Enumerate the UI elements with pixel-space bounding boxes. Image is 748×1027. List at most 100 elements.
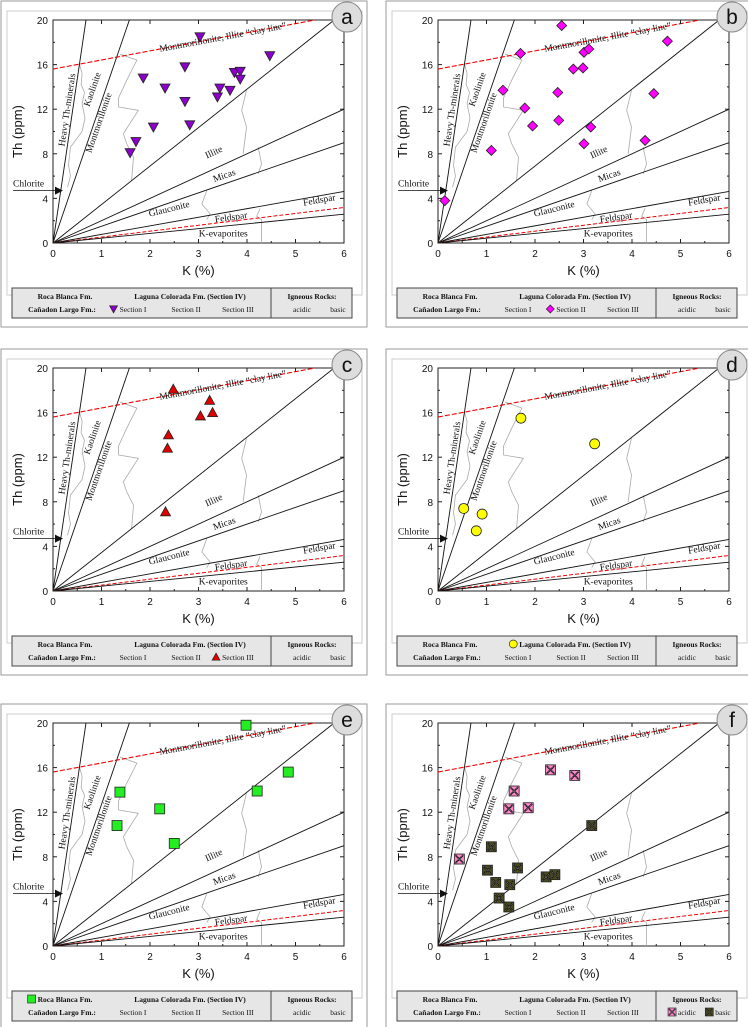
y-tick-label: 8 — [42, 853, 48, 864]
data-point — [504, 879, 516, 891]
legend-canadon: Cañadon Largo Fm.: — [413, 653, 481, 662]
x-tick-label: 0 — [435, 952, 441, 963]
data-point — [527, 120, 539, 132]
zone-boundary — [241, 90, 247, 154]
panel-letter-badge: c — [331, 349, 363, 381]
x-tick-label: 6 — [341, 249, 347, 260]
data-point — [130, 137, 142, 148]
reference-line-feldspar — [437, 539, 730, 592]
legend-basic: basic — [330, 305, 346, 314]
zone-label-feldspar-lower: Feldspar — [599, 559, 634, 574]
x-tick-label: 1 — [484, 249, 490, 260]
legend-s2: Section II — [171, 305, 201, 314]
y-tick-label: 4 — [427, 194, 433, 205]
zone-label-k-evaporites: K-evaporites — [199, 577, 248, 587]
y-tick-label: 16 — [422, 764, 434, 775]
data-point — [453, 853, 465, 865]
x-tick-label: 0 — [50, 597, 56, 608]
y-tick-label: 16 — [422, 409, 434, 420]
legend-roca: Roca Blanca Fm. — [38, 292, 93, 301]
x-tick-label: 6 — [726, 952, 732, 963]
series-laguna — [458, 412, 601, 537]
x-tick-label: 2 — [147, 597, 153, 608]
zone-label-k-evaporites: K-evaporites — [199, 229, 248, 239]
panel-letter-circle — [716, 704, 748, 736]
legend-box — [11, 635, 353, 667]
legend-roca: Roca Blanca Fm. — [423, 640, 478, 649]
x-tick-label: 2 — [532, 952, 538, 963]
legend-marker-basic — [704, 1007, 714, 1017]
marker-cross — [504, 902, 514, 912]
data-point — [458, 503, 470, 514]
panel-letter: b — [726, 6, 738, 29]
y-tick-label: 0 — [427, 587, 433, 598]
data-point — [522, 802, 534, 814]
reference-line-k-evaporites — [437, 916, 730, 947]
y-tick-label: 4 — [42, 194, 48, 205]
y-tick-label: 20 — [37, 719, 49, 730]
reference-line-montmorillonite-illite — [437, 19, 720, 244]
y-tick-label: 0 — [42, 587, 48, 598]
reference-line-micas — [52, 490, 345, 592]
marker-cross — [509, 786, 519, 796]
marker-cross — [705, 1008, 713, 1016]
data-point — [439, 195, 451, 207]
data-point — [137, 73, 149, 84]
legend-basic: basic — [330, 653, 346, 662]
series-acidic — [453, 764, 581, 865]
zone-boundary — [626, 438, 632, 502]
reference-line-montmorillonite-illite — [52, 19, 335, 244]
panel-letter: d — [726, 354, 738, 377]
x-tick-label: 5 — [293, 952, 299, 963]
data-point — [567, 63, 579, 75]
data-point — [282, 766, 294, 778]
reference-line-illite — [52, 811, 345, 947]
chlorite-label: Chlorite — [13, 180, 44, 190]
panel-letter: c — [342, 354, 353, 377]
legend-marker-icon — [27, 994, 36, 1004]
data-point — [168, 838, 180, 849]
reference-line-illite — [52, 108, 345, 244]
data-point — [214, 83, 226, 94]
legend-marker-icon — [211, 652, 221, 661]
y-tick-label: 12 — [37, 105, 49, 116]
panel-border — [385, 703, 748, 1027]
data-point — [552, 86, 564, 99]
legend-basic: basic — [715, 653, 731, 662]
x-tick-label: 4 — [629, 952, 635, 963]
x-axis-label: K (%) — [567, 611, 600, 626]
plot-area: Montmorillonite, Illite “clay line”Heavy… — [422, 719, 732, 963]
legend-roca: Roca Blanca Fm. — [38, 995, 93, 1004]
data-point — [206, 406, 219, 417]
y-axis-label: Th (ppm) — [10, 453, 25, 506]
reference-line-k-evaporites — [437, 213, 730, 244]
legend: Roca Blanca Fm. Laguna Colorada Fm. (Sect… — [396, 990, 738, 1022]
panel-letter-circle — [331, 349, 363, 381]
y-tick-label: 8 — [427, 150, 433, 161]
data-point — [639, 134, 651, 146]
zone-boundary — [241, 793, 247, 857]
legend-marker-icon — [508, 639, 518, 649]
reference-line-heavy-th-minerals — [52, 367, 87, 592]
zone-boundary — [626, 793, 632, 857]
y-tick-label: 4 — [42, 897, 48, 908]
data-point — [549, 869, 561, 881]
data-point — [503, 901, 515, 913]
panel-letter-badge: f — [716, 704, 748, 736]
data-point — [184, 120, 196, 131]
panel-border — [0, 348, 368, 676]
legend-canadon: Cañadon Largo Fm.: — [28, 653, 96, 662]
data-point — [194, 32, 206, 43]
x-tick-label: 5 — [678, 249, 684, 260]
legend-acidic: acidic — [293, 653, 312, 662]
legend-s1: Section I — [120, 653, 147, 662]
data-point — [162, 429, 175, 440]
panel-letter-badge: d — [716, 349, 748, 381]
reference-line-k-evaporites — [52, 561, 345, 592]
x-axis-label: K (%) — [182, 611, 215, 626]
data-point — [264, 51, 276, 62]
zone-boundary — [586, 190, 596, 220]
clay-line — [52, 367, 316, 418]
data-point — [234, 74, 246, 85]
legend: Roca Blanca Fm. Laguna Colorada Fm. (Sect… — [11, 990, 353, 1022]
